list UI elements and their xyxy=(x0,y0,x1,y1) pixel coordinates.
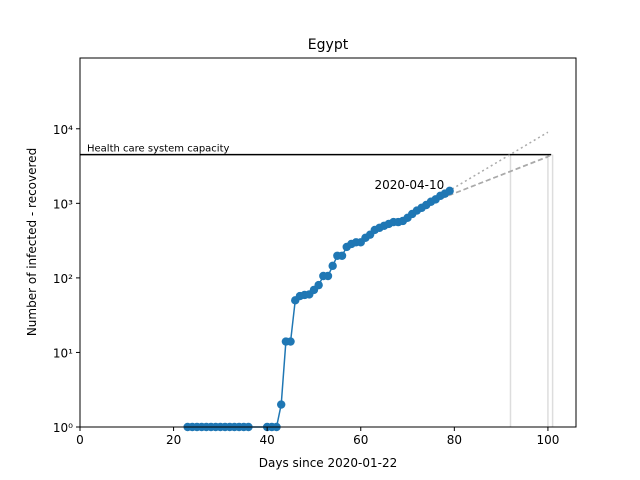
x-tick-label: 100 xyxy=(536,433,559,447)
point xyxy=(445,186,454,196)
x-tick-label: 40 xyxy=(260,433,275,447)
y-tick-label: 10² xyxy=(53,272,73,286)
point xyxy=(323,271,333,281)
y-axis-label: Number of infected - recovered xyxy=(25,148,39,336)
y-tick-label: 10³ xyxy=(53,197,73,211)
x-tick-label: 80 xyxy=(447,433,462,447)
y-tick-label: 10¹ xyxy=(53,346,73,360)
point xyxy=(314,280,323,290)
capacity-label: Health care system capacity xyxy=(87,144,229,155)
point xyxy=(277,400,286,409)
point xyxy=(337,251,347,260)
chart-title: Egypt xyxy=(308,37,349,53)
series-line xyxy=(425,153,553,206)
plot-area: Health care system capacity 2020-04-10 xyxy=(80,131,554,432)
x-axis-label: Days since 2020-01-22 xyxy=(259,456,398,470)
y-tick-label: 10⁴ xyxy=(53,123,73,137)
x-tick-label: 0 xyxy=(76,433,84,447)
series-line xyxy=(425,131,549,205)
point xyxy=(328,261,337,271)
axes-frame xyxy=(79,57,577,428)
x-tick-label: 60 xyxy=(353,433,368,447)
point xyxy=(286,337,295,346)
y-tick-label: 10⁰ xyxy=(53,421,73,435)
x-tick-label: 20 xyxy=(166,433,181,447)
annotation: 2020-04-10 xyxy=(375,178,445,192)
